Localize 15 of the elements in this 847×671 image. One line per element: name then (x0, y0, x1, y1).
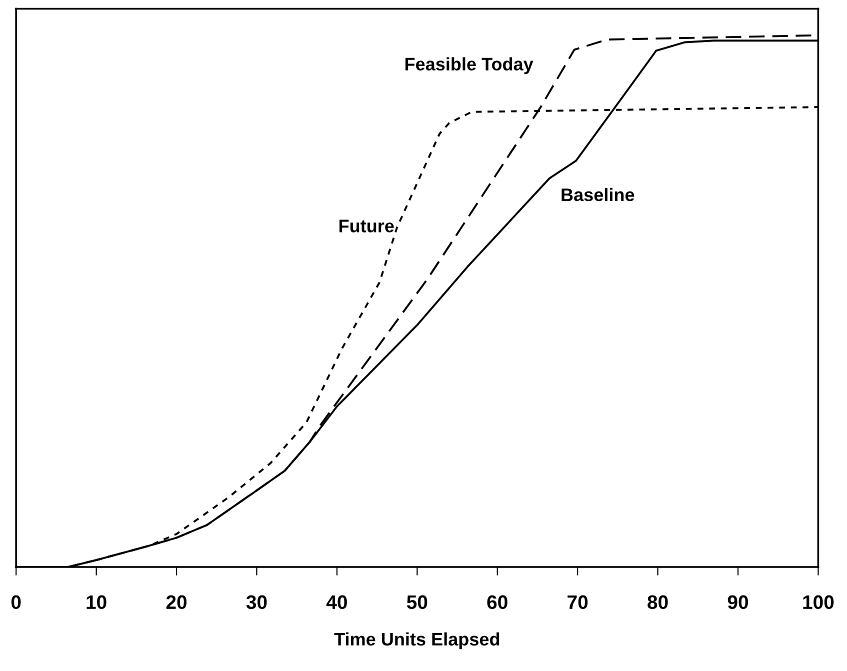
series-label: Baseline (562, 188, 634, 202)
x-tick-label: 60 (487, 595, 508, 610)
x-tick-label: 20 (166, 595, 187, 610)
series-label: Future (339, 220, 394, 232)
x-tick-label: 80 (648, 595, 668, 610)
series-label: Feasible Today (405, 57, 534, 74)
x-axis-title: Time Units Elapsed (334, 632, 500, 650)
x-tick-label: 90 (728, 595, 748, 610)
x-tick-label: 70 (568, 595, 588, 610)
x-tick-label: 30 (246, 595, 267, 610)
x-tick-label: 50 (406, 595, 428, 610)
x-tick-label: 100 (803, 595, 834, 610)
x-tick-label: 40 (326, 595, 347, 610)
x-tick-label: 0 (11, 595, 21, 610)
x-tick-label: 10 (86, 595, 106, 610)
